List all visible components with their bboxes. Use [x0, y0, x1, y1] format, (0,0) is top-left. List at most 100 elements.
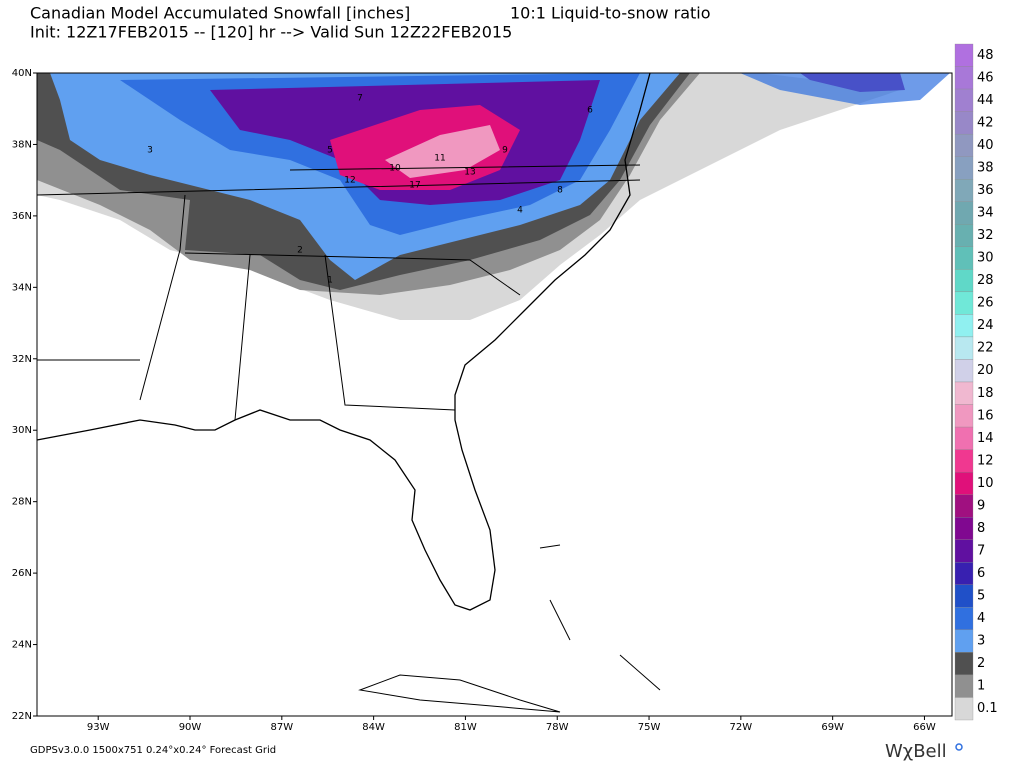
contour-label: 1: [327, 276, 333, 286]
colorbar-swatch: [954, 111, 974, 135]
title: Canadian Model Accumulated Snowfall [inc…: [30, 4, 410, 23]
coastline: [36, 72, 651, 611]
y-tick-label: 30N: [12, 425, 32, 436]
y-tick-label: 26N: [12, 568, 32, 579]
colorbar-label: 8: [977, 521, 985, 536]
colorbar-label: 30: [977, 251, 994, 266]
ratio: 10:1 Liquid-to-snow ratio: [510, 4, 711, 23]
contour-label: 4: [517, 206, 523, 216]
x-tick-label: 87W: [271, 722, 294, 733]
x-tick-label: 81W: [454, 722, 477, 733]
x-tick-label: 75W: [638, 722, 661, 733]
colorbar-label: 9: [977, 498, 985, 513]
snow-offshore-blue: [740, 73, 950, 105]
contour-label: 6: [587, 106, 593, 116]
colorbar-label: 18: [977, 386, 994, 401]
colorbar-swatch: [954, 449, 974, 473]
colorbar-swatch: [954, 404, 974, 428]
colorbar-label: 1: [977, 679, 985, 694]
colorbar-swatch: [954, 426, 974, 450]
x-tick-label: 84W: [362, 722, 385, 733]
colorbar-swatch: [954, 88, 974, 112]
colorbar-label: 26: [977, 296, 994, 311]
y-tick-label: 28N: [12, 497, 32, 508]
colorbar-swatch: [954, 224, 974, 247]
colorbar-label: 6: [977, 566, 985, 581]
colorbar-label: 28: [977, 273, 994, 288]
contour-label: 13: [464, 168, 475, 178]
x-tick-label: 93W: [87, 722, 110, 733]
colorbar-label: 16: [977, 408, 994, 423]
colorbar-swatch: [954, 562, 974, 585]
contour-label: 5: [327, 146, 333, 156]
colorbar-swatch: [954, 179, 974, 202]
colorbar-swatch: [954, 539, 974, 563]
contour-label: 8: [557, 186, 563, 196]
y-tick-label: 32N: [12, 354, 32, 365]
colorbar-swatch: [954, 471, 974, 495]
y-tick-label: 38N: [12, 139, 32, 150]
contour-label: 11: [434, 154, 445, 164]
colorbar-label: 3: [977, 634, 985, 649]
logo: WχBell: [885, 741, 947, 762]
colorbar-label: 4: [977, 611, 985, 626]
contour-label: 3: [147, 146, 153, 156]
contour-label: 12: [344, 176, 355, 186]
colorbar-swatch: [954, 674, 974, 698]
colorbar-label: 20: [977, 363, 994, 378]
colorbar-swatch: [954, 269, 974, 293]
colorbar-swatch: [954, 43, 974, 67]
colorbar-swatch: [954, 494, 974, 518]
contour-label: 17: [409, 181, 420, 191]
y-tick-label: 34N: [12, 282, 32, 293]
contour-label: 10: [389, 164, 401, 174]
footer-grid: GDPSv3.0.0 1500x751 0.24°x0.24° Forecast…: [30, 745, 276, 756]
colorbar-label: 7: [977, 544, 985, 559]
colorbar-swatch: [954, 336, 974, 360]
colorbar-label: 42: [977, 115, 994, 130]
colorbar-swatch: [954, 652, 974, 676]
colorbar-label: 2: [977, 656, 985, 671]
contour-label: 2: [297, 246, 303, 256]
colorbar-swatch: [954, 66, 974, 90]
colorbar-label: 40: [977, 138, 994, 153]
colorbar-swatch: [954, 697, 974, 721]
logo-dot: [955, 743, 963, 751]
colorbar-swatch: [954, 314, 974, 338]
x-tick-label: 72W: [730, 722, 753, 733]
colorbar-swatch: [954, 629, 974, 653]
contour-label: 9: [502, 146, 508, 156]
colorbar-label: 5: [977, 589, 985, 604]
colorbar-label: 10: [977, 476, 994, 491]
init: Init: 12Z17FEB2015 -- [120] hr --> Valid…: [30, 23, 512, 42]
colorbar-swatch: [954, 607, 974, 631]
colorbar-label: 24: [977, 318, 994, 333]
y-tick-label: 36N: [12, 211, 32, 222]
colorbar-label: 12: [977, 453, 994, 468]
snow-16: [385, 125, 500, 178]
map-frame: [36, 72, 953, 717]
x-tick-label: 69W: [821, 722, 844, 733]
y-tick-label: 22N: [12, 711, 32, 722]
colorbar-swatch: [954, 381, 974, 405]
x-tick-label: 78W: [546, 722, 569, 733]
colorbar-swatch: [954, 156, 974, 180]
islands: [358, 544, 661, 713]
colorbar-label: 14: [977, 431, 994, 446]
y-tick-label: 40N: [12, 68, 32, 79]
contour-label: 7: [357, 94, 363, 104]
colorbar-swatch: [954, 584, 974, 608]
colorbar-swatch: [954, 246, 974, 270]
colorbar-label: 22: [977, 341, 994, 356]
colorbar-label: 44: [977, 93, 994, 108]
x-tick-label: 90W: [179, 722, 202, 733]
colorbar-label: 0.1: [977, 701, 998, 716]
y-tick-label: 24N: [12, 640, 32, 651]
colorbar-label: 36: [977, 183, 994, 198]
colorbar-swatch: [954, 201, 974, 225]
colorbar-label: 38: [977, 160, 994, 175]
colorbar-swatch: [954, 291, 974, 315]
colorbar-label: 48: [977, 48, 994, 63]
x-tick-label: 66W: [913, 722, 936, 733]
